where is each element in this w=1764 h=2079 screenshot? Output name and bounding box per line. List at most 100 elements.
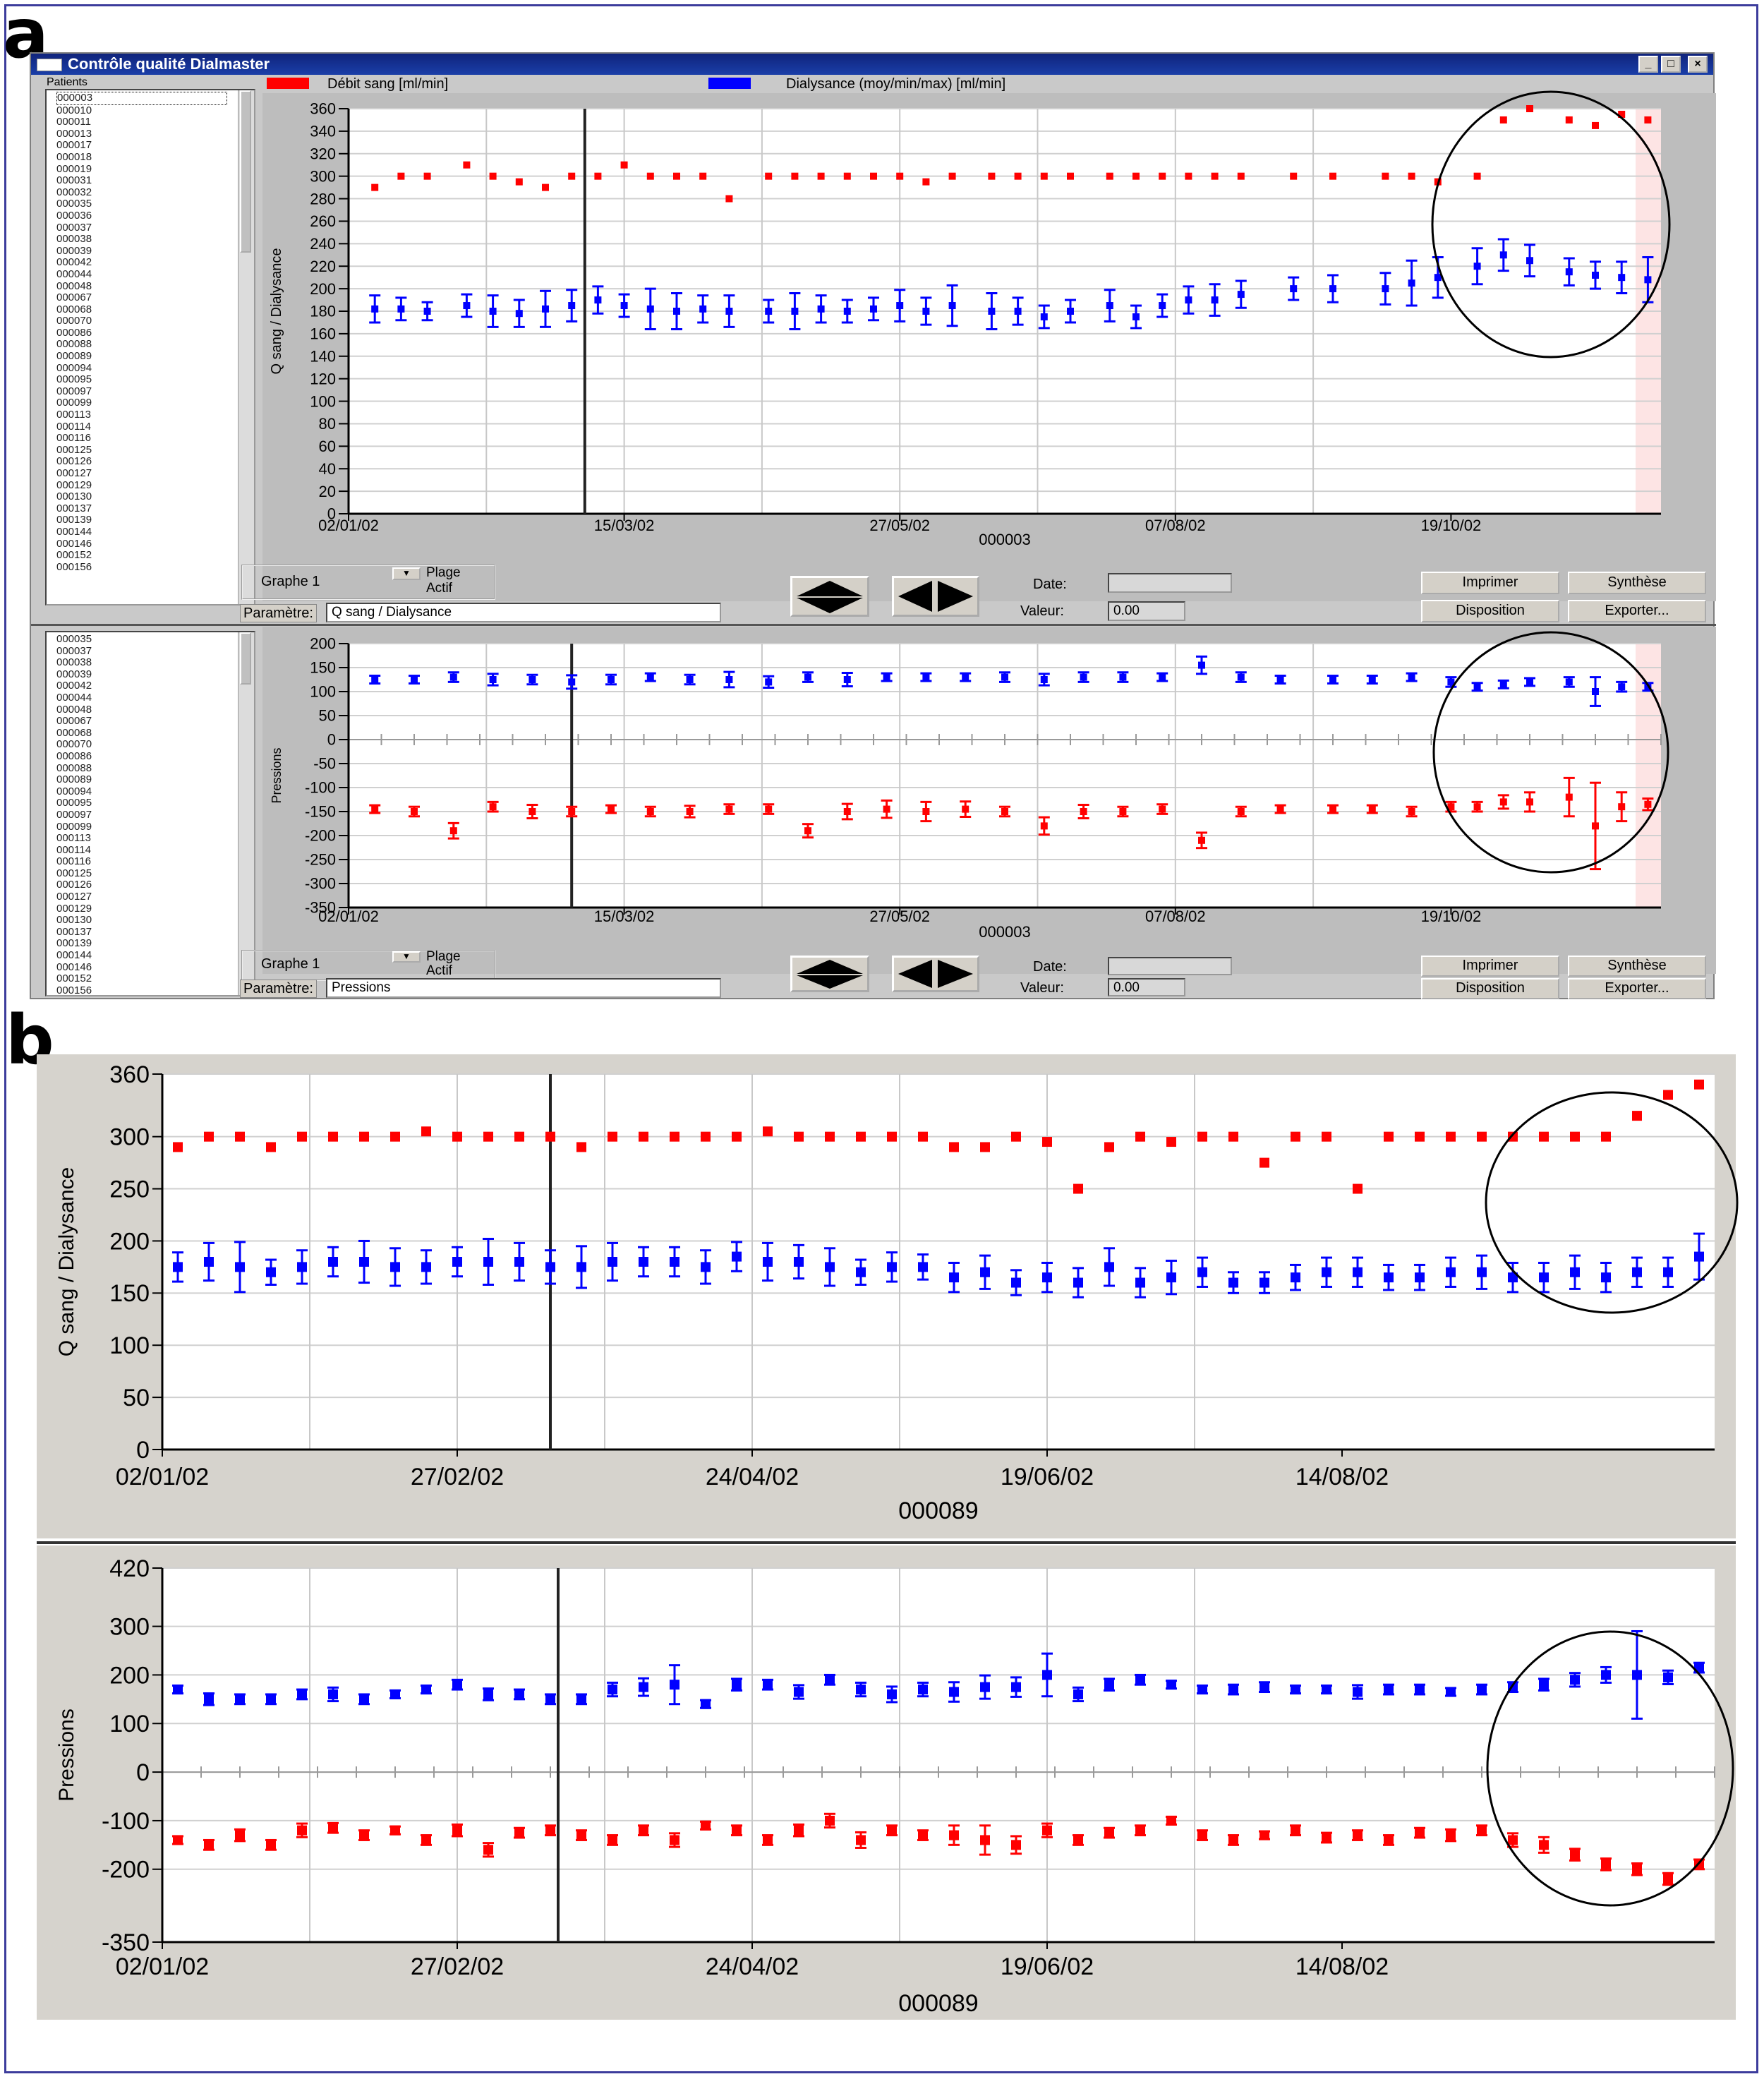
param-select-2[interactable]: Pressions [326,978,721,998]
patient-item[interactable]: 000048 [56,703,92,716]
patient-item[interactable]: 000031 [56,174,92,187]
patient-item[interactable]: 000068 [56,726,92,739]
patient-item[interactable]: 000070 [56,315,92,327]
patient-item[interactable]: 000010 [56,104,92,116]
patients-items-top[interactable]: 000003 000010 000011 000013 000017 000018 0000… [56,92,227,573]
patients-list-bottom[interactable]: 000035 000037 000038 000039 000042 000044 0000… [45,631,255,996]
vertical-nav-button[interactable] [790,576,869,617]
patient-item[interactable]: 000127 [56,467,92,479]
option-plage[interactable]: Plage [426,565,461,580]
patient-item[interactable]: 000125 [56,867,92,879]
patient-item[interactable]: 000067 [56,291,92,304]
patient-item[interactable]: 000144 [56,949,92,962]
patient-item[interactable]: 000146 [56,960,92,973]
patient-item[interactable]: 000038 [56,233,92,246]
patient-item[interactable]: 000129 [56,902,92,915]
patients-scrollbar-top[interactable] [238,90,254,604]
patient-item[interactable]: 000156 [56,560,92,573]
patient-item[interactable]: 000126 [56,455,92,468]
patient-item[interactable]: 000130 [56,490,92,503]
date-field[interactable] [1108,573,1232,593]
patient-item[interactable]: 000088 [56,761,92,774]
patient-item[interactable]: 000003 [56,92,227,105]
patient-item[interactable]: 000011 [56,116,91,128]
patient-item[interactable]: 000152 [56,972,92,985]
export-button-2[interactable]: Exporter... [1568,978,1706,999]
option-actif-2[interactable]: Actif [426,963,452,978]
patient-item[interactable]: 000116 [56,432,91,445]
patient-item[interactable]: 000048 [56,279,92,292]
patient-item[interactable]: 000044 [56,691,92,704]
synthesis-button[interactable]: Synthèse [1568,572,1706,594]
patient-item[interactable]: 000097 [56,808,92,821]
patient-item[interactable]: 000114 [56,420,91,433]
patients-scrollbar-bottom[interactable] [238,632,254,995]
patients-list-top[interactable]: 000003 000010 000011 000013 000017 000018 0000… [45,89,255,605]
value-field[interactable]: 0.00 [1108,601,1185,621]
patient-item[interactable]: 000152 [56,549,92,562]
patient-item[interactable]: 000068 [56,303,92,315]
synthesis-button-2[interactable]: Synthèse [1568,956,1706,977]
patient-item[interactable]: 000089 [56,773,92,786]
patient-item[interactable]: 000094 [56,785,92,797]
patient-item[interactable]: 000088 [56,338,92,351]
print-button-2[interactable]: Imprimer [1421,956,1559,977]
horizontal-nav-button-2[interactable] [892,956,979,992]
option-plage-2[interactable]: Plage [426,949,461,964]
patient-item[interactable]: 000089 [56,350,92,363]
patient-item[interactable]: 000035 [56,198,92,210]
patient-item[interactable]: 000095 [56,797,92,809]
layout-button-2[interactable]: Disposition [1421,978,1559,999]
patient-item[interactable]: 000044 [56,267,92,280]
patient-item[interactable]: 000137 [56,925,92,938]
patient-item[interactable]: 000037 [56,644,92,657]
param-select[interactable]: Q sang / Dialysance [326,603,721,622]
date-field-2[interactable] [1108,957,1232,975]
patient-item[interactable]: 000137 [56,502,92,514]
patient-item[interactable]: 000099 [56,820,92,833]
print-button[interactable]: Imprimer [1421,572,1559,594]
patient-item[interactable]: 000144 [56,525,92,538]
patient-item[interactable]: 000139 [56,514,92,526]
patient-item[interactable]: 000036 [56,209,92,222]
horizontal-nav-button[interactable] [892,576,979,617]
patient-item[interactable]: 000017 [56,139,92,152]
patient-item[interactable]: 000130 [56,914,92,927]
patient-item[interactable]: 000126 [56,879,92,891]
patient-item[interactable]: 000032 [56,186,92,198]
value-field-2[interactable]: 0.00 [1108,978,1185,996]
patient-item[interactable]: 000086 [56,326,92,339]
patient-item[interactable]: 000129 [56,478,92,491]
patient-item[interactable]: 000113 [56,832,91,845]
patient-item[interactable]: 000113 [56,409,91,421]
patients-items-bottom[interactable]: 000035 000037 000038 000039 000042 000044 0000… [56,633,92,995]
export-button[interactable]: Exporter... [1568,600,1706,622]
patient-item[interactable]: 000019 [56,162,92,175]
scroll-thumb[interactable] [240,90,251,253]
patient-item[interactable]: 000037 [56,221,92,234]
patient-item[interactable]: 000039 [56,668,92,680]
chevron-down-icon[interactable]: ▼ [392,951,421,963]
layout-button[interactable]: Disposition [1421,600,1559,622]
patient-item[interactable]: 000097 [56,385,92,397]
patient-item[interactable]: 000125 [56,443,92,456]
patient-item[interactable]: 000146 [56,537,92,550]
window-titlebar[interactable]: Contrôle qualité Dialmaster _ □ × [31,54,1713,75]
chevron-down-icon[interactable]: ▼ [392,567,421,580]
scroll-thumb[interactable] [240,632,251,685]
patient-item[interactable]: 000095 [56,373,92,386]
minimize-button[interactable]: _ [1638,56,1658,73]
patient-item[interactable]: 000039 [56,244,92,257]
maximize-button[interactable]: □ [1661,56,1681,73]
close-button[interactable]: × [1688,56,1708,73]
patient-item[interactable]: 000038 [56,656,92,669]
vertical-nav-button-2[interactable] [790,956,869,992]
patient-item[interactable]: 000042 [56,256,92,269]
patient-item[interactable]: 000094 [56,361,92,374]
patient-item[interactable]: 000099 [56,397,92,409]
patient-item[interactable]: 000035 [56,633,92,645]
patient-item[interactable]: 000070 [56,738,92,751]
patient-item[interactable]: 000086 [56,749,92,762]
patient-item[interactable]: 000018 [56,150,92,163]
patient-item[interactable]: 000013 [56,127,92,140]
